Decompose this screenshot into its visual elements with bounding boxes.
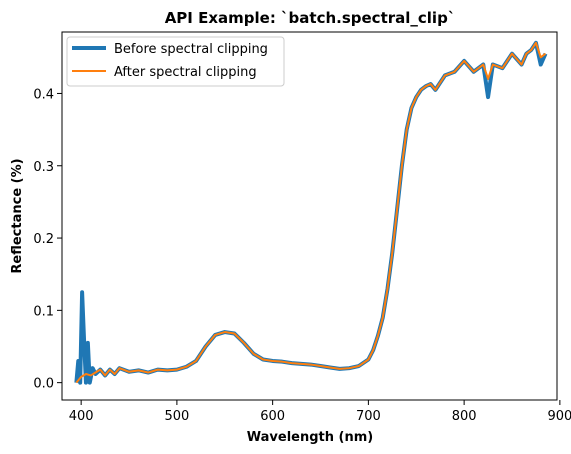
legend-label-before: Before spectral clipping — [114, 42, 268, 57]
x-axis: 400 500 600 700 800 900 — [69, 400, 571, 424]
y-tick-label: 0.2 — [33, 232, 54, 247]
legend-label-after: After spectral clipping — [114, 65, 257, 80]
y-tick-label: 0.0 — [33, 377, 54, 392]
legend: Before spectral clipping After spectral … — [66, 36, 285, 87]
series-line-before — [74, 40, 548, 385]
x-tick-label: 700 — [356, 409, 381, 424]
series-layer — [74, 40, 548, 385]
x-axis-label: Wavelength (nm) — [247, 430, 373, 445]
y-axis: 0.0 0.1 0.2 0.3 0.4 — [33, 87, 62, 392]
x-tick-label: 500 — [164, 409, 189, 424]
x-tick-label: 400 — [69, 409, 94, 424]
x-tick-label: 600 — [260, 409, 285, 424]
legend-box — [66, 36, 285, 87]
y-axis-label: Reflectance (%) — [10, 158, 25, 273]
x-tick-label: 800 — [452, 409, 477, 424]
chart-title: API Example: `batch.spectral_clip` — [165, 9, 456, 27]
y-tick-label: 0.3 — [33, 160, 54, 175]
y-tick-label: 0.4 — [33, 87, 54, 102]
plot-frame — [61, 31, 558, 401]
y-tick-label: 0.1 — [33, 304, 54, 319]
x-tick-label: 900 — [547, 409, 571, 424]
series-line-after — [75, 41, 547, 384]
